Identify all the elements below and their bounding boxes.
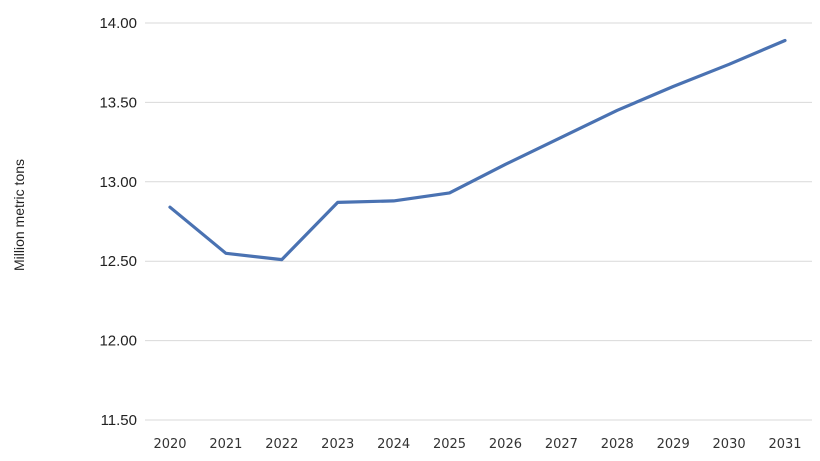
x-tick-label: 2025 (433, 437, 466, 452)
series-layer (168, 38, 787, 262)
x-tick-label: 2024 (377, 437, 410, 452)
y-tick-label: 11.50 (101, 412, 137, 429)
x-tick-label: 2022 (265, 437, 298, 452)
x-axis-ticks: 2020 2021 2022 2023 2024 2025 2026 2027 2028 2029… (153, 437, 801, 452)
y-tick-label: 13.50 (99, 94, 137, 111)
x-tick-label: 2029 (657, 437, 690, 452)
x-tick-label: 2021 (209, 437, 242, 452)
y-axis-title: Million metric tons (11, 159, 27, 271)
x-tick-label: 2026 (489, 437, 522, 452)
x-tick-label: 2027 (545, 437, 578, 452)
y-axis-ticks: 14.00 13.50 13.00 12.50 12.00 11.50 (99, 15, 137, 429)
gridlines (145, 22, 812, 421)
y-tick-label: 12.00 (99, 333, 137, 350)
x-tick-label: 2020 (153, 437, 186, 452)
series-line (168, 38, 787, 262)
x-tick-label: 2028 (601, 437, 634, 452)
x-tick-label: 2030 (713, 437, 746, 452)
x-tick-label: 2023 (321, 437, 354, 452)
x-tick-label: 2031 (768, 437, 801, 452)
y-tick-label: 14.00 (99, 15, 137, 32)
y-tick-label: 13.00 (99, 174, 137, 191)
y-tick-label: 12.50 (99, 253, 137, 270)
